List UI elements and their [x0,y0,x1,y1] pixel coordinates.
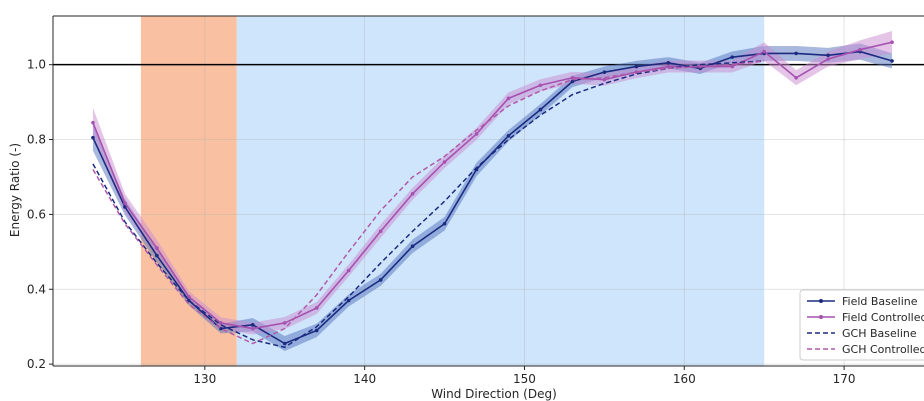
shaded-regions [140,16,765,366]
data-point [91,135,95,140]
data-point [410,244,415,249]
shaded-region-1 [236,16,765,366]
legend-label: GCH Controlled [842,343,924,356]
legend-label: GCH Baseline [842,327,917,340]
data-point [538,107,543,112]
data-point [155,253,159,258]
data-point [570,75,575,80]
y-tick-label: 0.8 [27,133,46,147]
legend: Field Baseline Field Controlled GCH Baseli… [799,289,924,361]
y-tick-label: 1.0 [27,58,46,72]
data-point [826,57,830,61]
data-point [666,60,671,65]
shaded-region-0 [140,16,237,366]
data-point [634,64,639,69]
data-point [826,53,830,58]
data-point [442,160,447,164]
data-point [187,294,191,299]
data-point [474,132,479,136]
y-tick-label: 0.6 [27,207,46,221]
data-point [314,328,319,333]
data-point [442,221,447,226]
data-point [282,321,287,325]
legend-marker-1 [819,315,823,319]
data-point [378,229,383,234]
data-point [346,268,351,273]
data-point [282,341,287,346]
grid [53,16,924,366]
confidence-band-1 [92,30,893,335]
data-point [155,246,159,250]
data-point [890,59,894,63]
data-point [219,321,223,325]
confidence-bands [92,30,893,352]
data-point [602,70,607,74]
data-point [666,64,671,69]
y-tick-label: 0.2 [27,357,46,371]
data-point [378,278,383,282]
data-point [250,326,255,331]
data-point [858,47,862,52]
x-tick-label: 130 [193,372,216,386]
legend-box [799,289,924,361]
data-point [794,51,798,56]
data-point [506,133,511,138]
data-point [123,205,127,209]
series-line-3 [92,60,765,345]
data-point [250,323,255,327]
series-line-1 [92,41,893,330]
data-point [91,120,95,125]
data-point [570,79,575,84]
series-line-2 [92,60,765,349]
x-tick-label: 160 [673,372,696,386]
data-point [314,306,319,310]
data-point [730,55,735,59]
data-point [410,192,415,196]
data-point [730,64,735,69]
legend-label: Field Baseline [842,295,918,308]
data-point [538,83,543,88]
data-point [890,40,894,45]
data-point [506,96,511,101]
data-point [346,298,351,303]
x-axis-title: Wind Direction (Deg) [431,387,557,401]
data-point [794,75,798,80]
data-point [762,49,766,54]
axis-ticks: 130 140 150 160 170 0.2 0.4 0.6 0.8 1.0 [27,58,856,386]
series-lines [91,40,894,349]
x-tick-label: 140 [353,372,376,386]
legend-marker-0 [819,299,823,303]
x-tick-label: 170 [833,372,856,386]
data-point [123,201,127,205]
data-point [602,77,607,82]
legend-label: Field Controlled [842,311,924,324]
x-tick-label: 150 [513,372,536,386]
y-axis-title: Energy Ratio (-) [8,143,22,237]
plot-frame [52,15,924,367]
y-tick-label: 0.4 [27,282,46,296]
